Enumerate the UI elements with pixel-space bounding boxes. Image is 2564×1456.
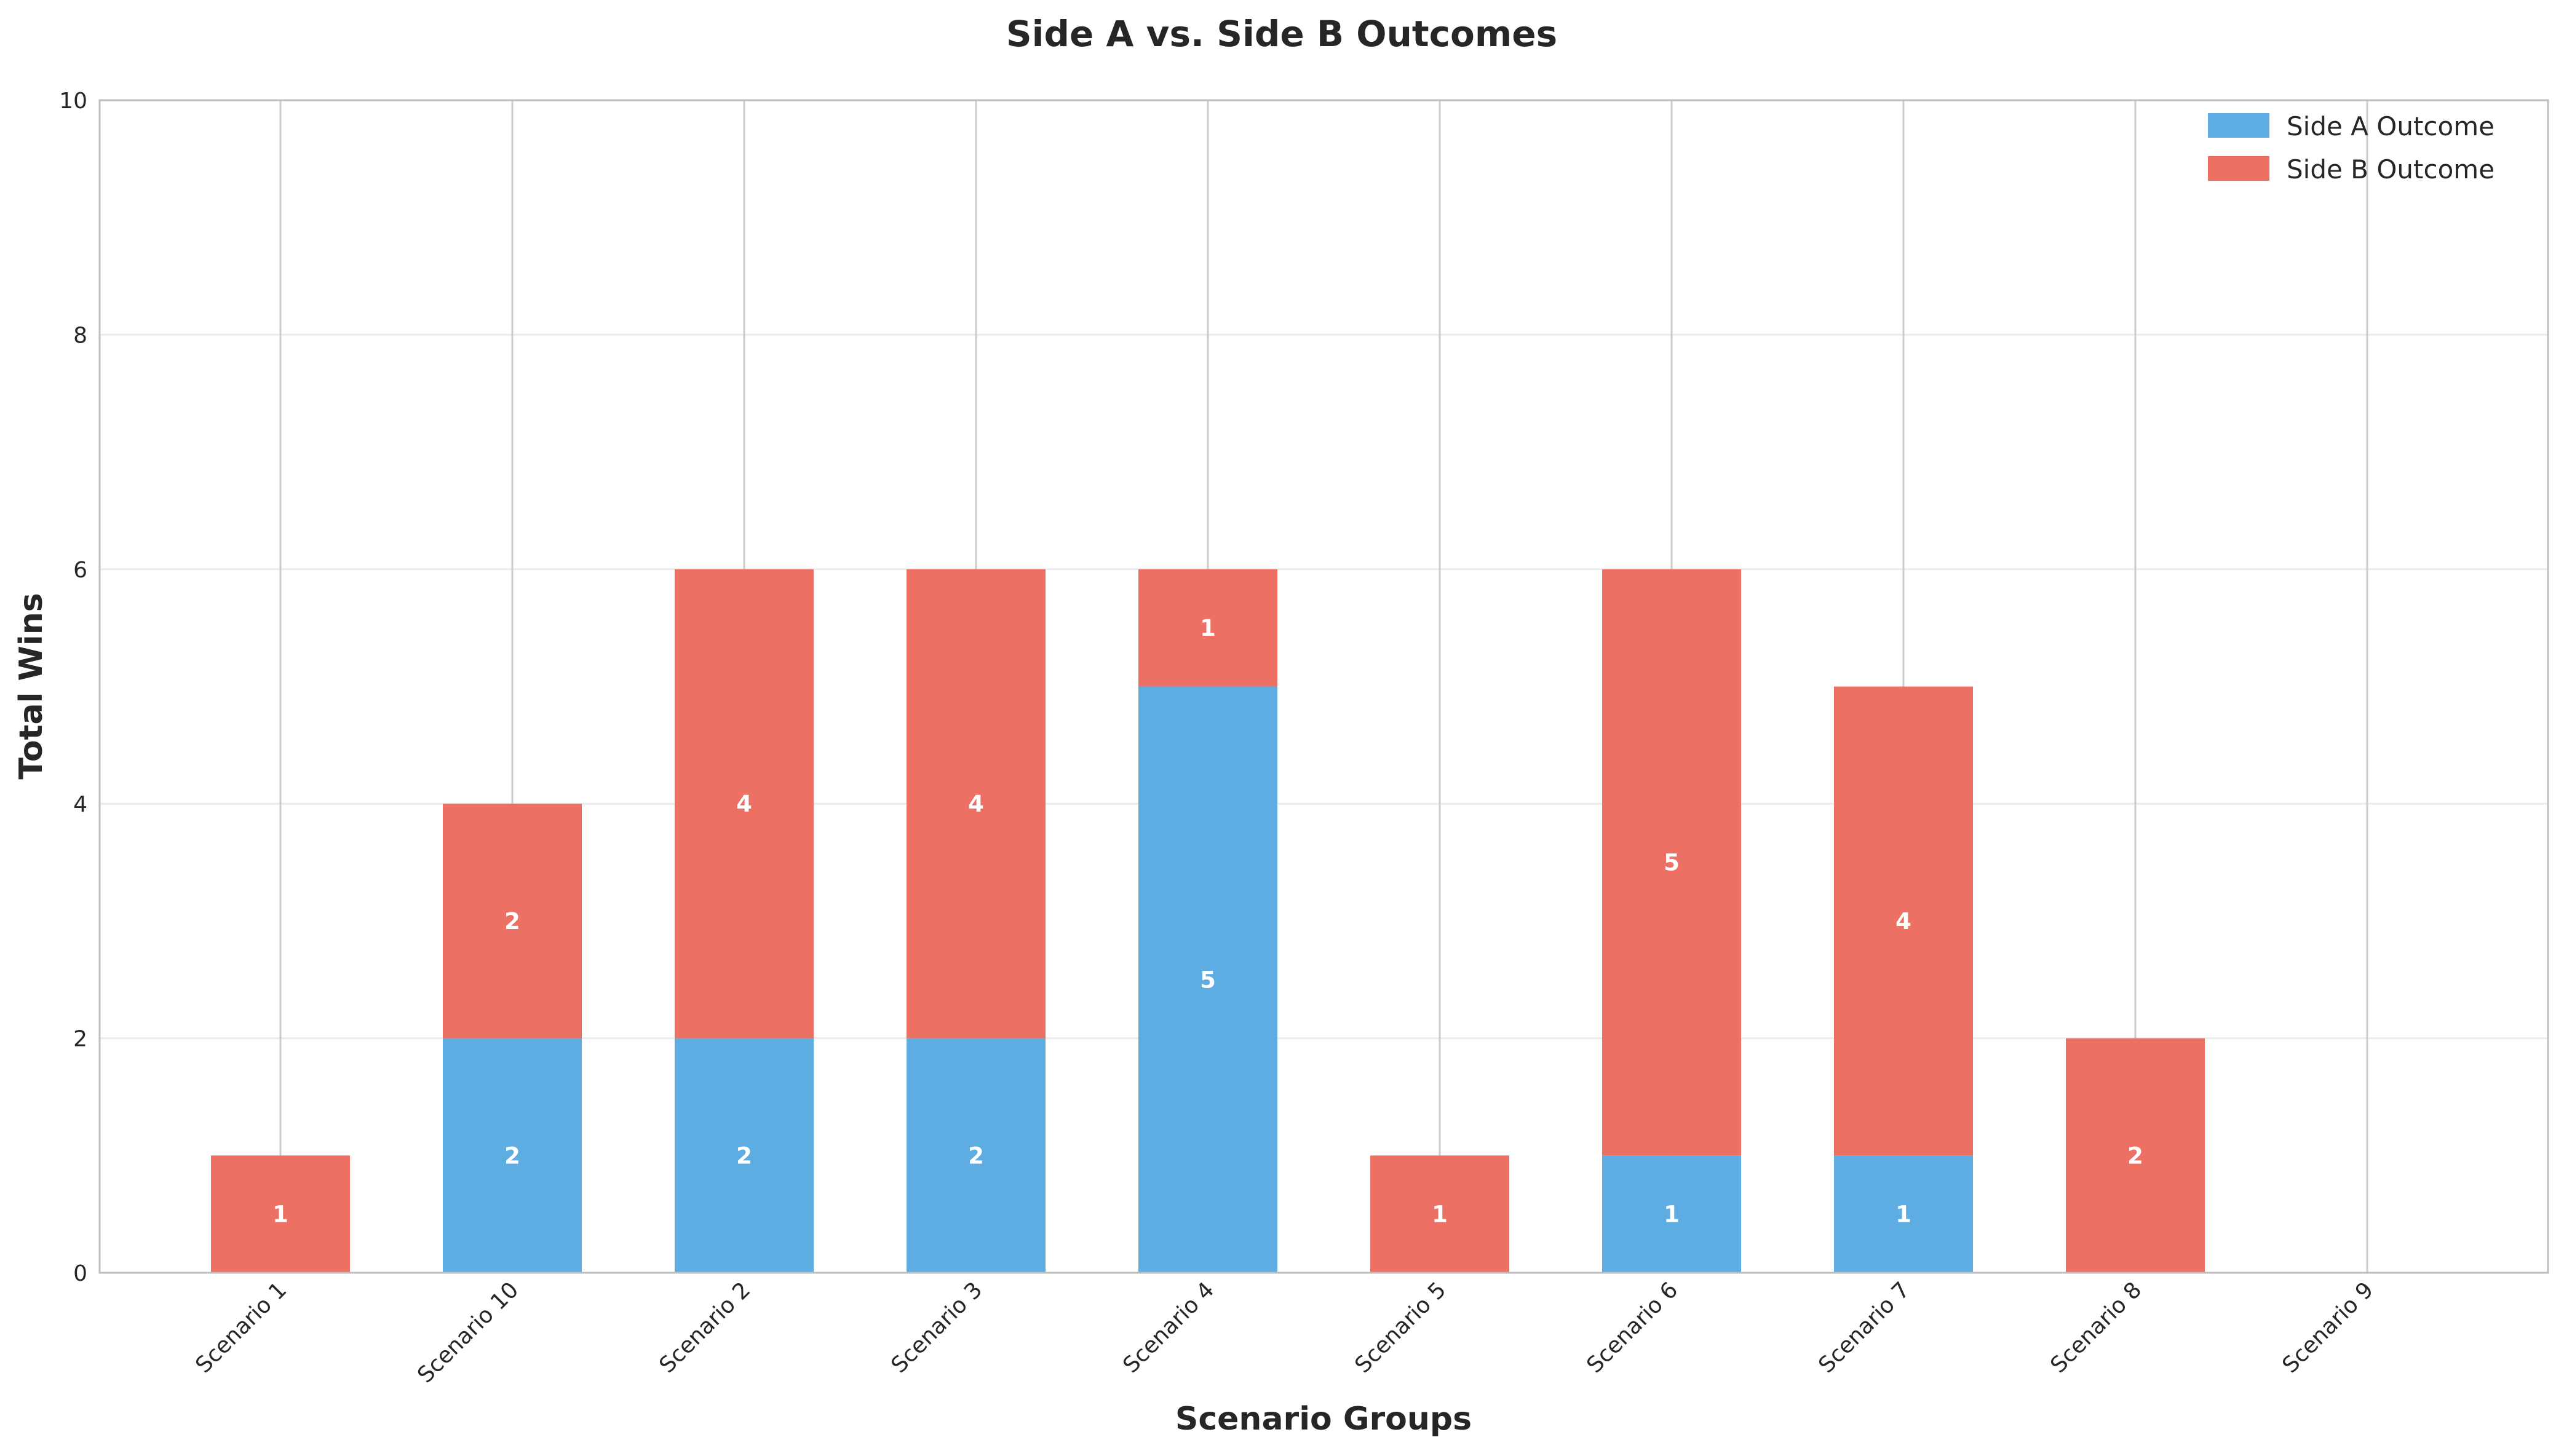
- bar-s1-4: [1138, 569, 1277, 687]
- bar-label-s1-6: 5: [1664, 850, 1680, 876]
- y-tick-4: 8: [73, 323, 87, 348]
- bar-s1-7: [1834, 686, 1973, 1156]
- y-tick-labels: 0 2 4 6 8 10: [59, 89, 87, 1286]
- bar-s1-2: [675, 569, 814, 1039]
- y-tick-5: 10: [59, 89, 87, 114]
- bar-label-s1-0: 1: [272, 1201, 288, 1228]
- bar-s0-4: [1138, 686, 1277, 1273]
- legend-swatch-1: [2208, 156, 2269, 181]
- bar-s0-7: [1834, 1155, 1973, 1273]
- bar-label-s0-2: 2: [736, 1142, 752, 1169]
- bar-s1-1: [443, 804, 582, 1039]
- y-tick-2: 4: [73, 792, 87, 817]
- bar-label-s1-4: 1: [1200, 615, 1216, 641]
- bar-label-s1-2: 4: [736, 791, 752, 817]
- bar-label-s1-5: 1: [1432, 1201, 1448, 1228]
- bar-label-s1-1: 2: [504, 908, 520, 935]
- bar-s0-6: [1602, 1155, 1741, 1273]
- plot-frame: [98, 99, 2549, 1274]
- bar-s1-5: [1370, 1155, 1509, 1273]
- y-tick-0: 0: [73, 1261, 87, 1286]
- legend: Side A Outcome Side B Outcome: [2208, 111, 2495, 184]
- bar-s0-1: [443, 1038, 582, 1273]
- bar-label-s1-7: 4: [1895, 908, 1911, 935]
- x-axis-label: Scenario Groups: [1175, 1401, 1472, 1438]
- bar-label-s0-4: 5: [1200, 967, 1216, 993]
- bar-label-s1-3: 4: [968, 791, 984, 817]
- bar-s1-8: [2066, 1038, 2205, 1273]
- bar-label-s0-1: 2: [504, 1142, 520, 1169]
- bar-labels: 1 2 2 2 4 2 4 5 1 1 1 5 1 4 2: [272, 615, 2143, 1228]
- bar-s0-2: [675, 1038, 814, 1273]
- y-tick-3: 6: [73, 558, 87, 583]
- chart-title: Side A vs. Side B Outcomes: [1006, 13, 1557, 55]
- bar-label-s1-8: 2: [2127, 1142, 2143, 1169]
- legend-label-1: Side B Outcome: [2287, 154, 2495, 184]
- legend-label-0: Side A Outcome: [2287, 111, 2495, 141]
- bar-label-s0-7: 1: [1895, 1201, 1911, 1228]
- bars: [211, 569, 2205, 1273]
- bar-label-s0-3: 2: [968, 1142, 984, 1169]
- bar-s1-6: [1602, 569, 1741, 1156]
- bar-s0-3: [907, 1038, 1046, 1273]
- y-axis-label: Total Wins: [13, 593, 50, 779]
- bar-label-s0-6: 1: [1664, 1201, 1680, 1228]
- legend-swatch-0: [2208, 113, 2269, 138]
- bar-s1-0: [211, 1155, 350, 1273]
- y-tick-1: 2: [73, 1027, 87, 1052]
- bar-s1-3: [907, 569, 1046, 1039]
